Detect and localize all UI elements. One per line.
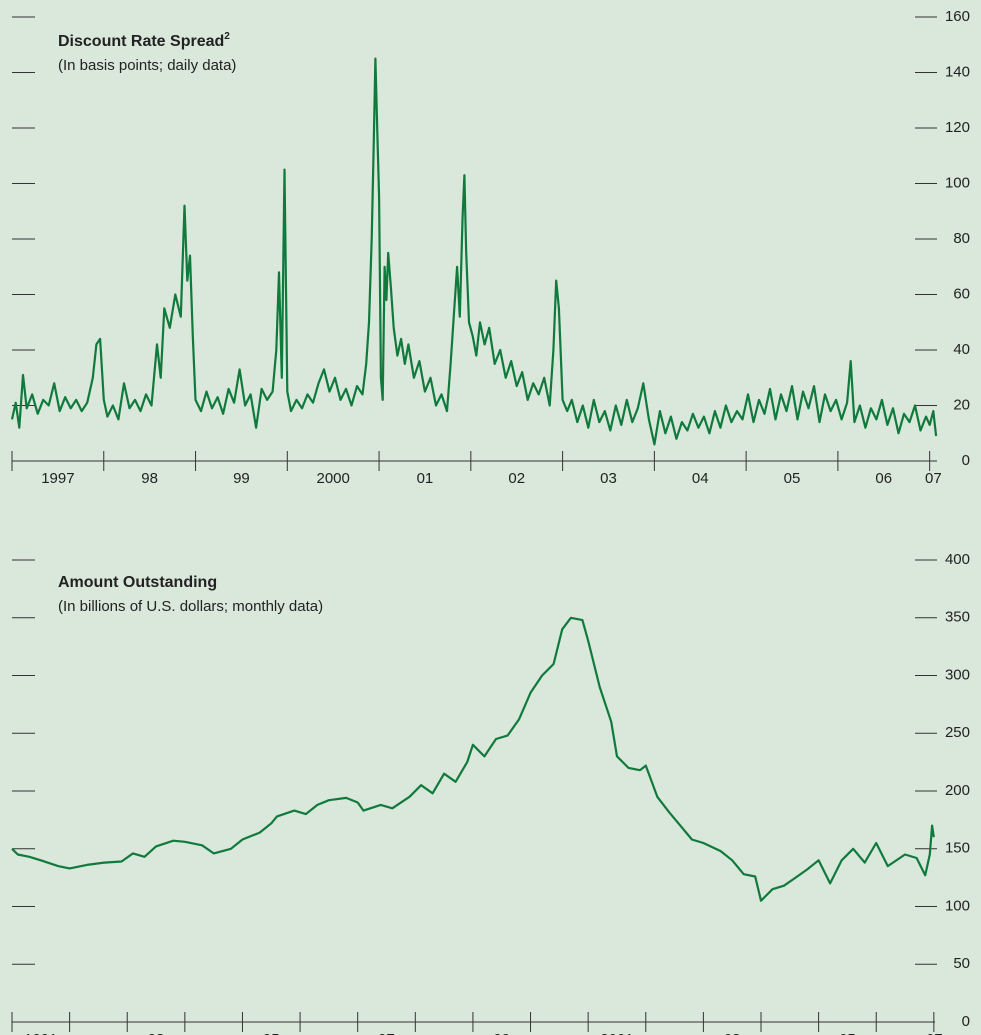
x-tick-label: 06 <box>875 470 892 487</box>
x-tick-label: 97 <box>378 1031 395 1035</box>
title-superscript: 2 <box>224 31 230 42</box>
y-tick-label: 400 <box>945 551 970 568</box>
x-tick-label: 07 <box>926 1031 943 1035</box>
y-tick-label: 80 <box>953 230 970 247</box>
panel-subtitle: (In basis points; daily data) <box>58 57 236 74</box>
x-tick-label: 05 <box>839 1031 856 1035</box>
y-tick-label: 250 <box>945 724 970 741</box>
data-line <box>11 616 935 902</box>
data-line <box>10 57 938 446</box>
x-tick-label: 93 <box>148 1031 165 1035</box>
x-tick-label: 01 <box>417 470 434 487</box>
y-tick-label: 300 <box>945 666 970 683</box>
y-tick-label: 0 <box>962 452 970 469</box>
y-tick-label: 0 <box>962 1013 970 1030</box>
panel-title: Amount Outstanding <box>58 574 217 591</box>
panel-subtitle: (In billions of U.S. dollars; monthly da… <box>58 598 323 615</box>
panel-title: Discount Rate Spread2 <box>58 31 230 51</box>
y-tick-label: 160 <box>945 8 970 25</box>
y-tick-label: 40 <box>953 341 970 358</box>
x-tick-label: 07 <box>925 470 942 487</box>
x-tick-label: 99 <box>233 470 250 487</box>
y-tick-label: 100 <box>945 897 970 914</box>
x-tick-label: 02 <box>508 470 525 487</box>
y-tick-label: 120 <box>945 119 970 136</box>
y-tick-label: 350 <box>945 609 970 626</box>
y-tick-label: 20 <box>953 396 970 413</box>
x-tick-label: 2001 <box>600 1031 633 1035</box>
y-tick-label: 140 <box>945 63 970 80</box>
x-tick-label: 1991 <box>24 1031 57 1035</box>
x-tick-label: 03 <box>724 1031 741 1035</box>
x-tick-label: 04 <box>692 470 709 487</box>
x-tick-label: 05 <box>784 470 801 487</box>
x-tick-label: 99 <box>493 1031 510 1035</box>
y-tick-label: 60 <box>953 285 970 302</box>
x-tick-label: 2000 <box>316 470 349 487</box>
x-tick-label: 98 <box>141 470 158 487</box>
y-tick-label: 100 <box>945 174 970 191</box>
x-tick-label: 1997 <box>41 470 74 487</box>
x-tick-label: 03 <box>600 470 617 487</box>
y-tick-label: 150 <box>945 840 970 857</box>
y-tick-label: 200 <box>945 782 970 799</box>
x-tick-label: 95 <box>263 1031 280 1035</box>
y-tick-label: 50 <box>953 955 970 972</box>
